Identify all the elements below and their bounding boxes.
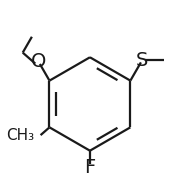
Text: S: S <box>136 51 148 70</box>
Text: CH₃: CH₃ <box>6 128 34 143</box>
Text: F: F <box>84 158 96 177</box>
Text: O: O <box>31 52 46 71</box>
